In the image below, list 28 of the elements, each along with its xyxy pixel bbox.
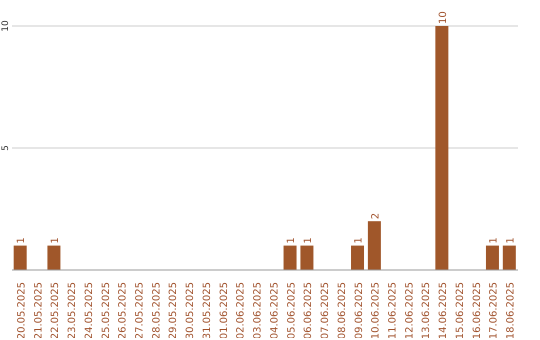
x-tick-label: 11.06.2025 [388, 282, 398, 340]
x-tick-label: 17.06.2025 [488, 282, 500, 340]
bar [435, 26, 448, 270]
y-tick-label: 5 [1, 145, 11, 151]
bar [351, 246, 364, 270]
bar [368, 221, 381, 270]
data-label: 1 [16, 237, 28, 244]
bar [284, 246, 297, 270]
data-label: 1 [286, 237, 298, 244]
bar [300, 246, 314, 270]
data-label: 1 [302, 237, 314, 244]
data-label: 1 [50, 237, 61, 244]
data-label: 1 [488, 237, 500, 244]
data-label: 2 [370, 212, 382, 220]
x-tick-label: 14.06.2025 [438, 282, 450, 340]
x-tick-label: 16.06.2025 [472, 282, 483, 340]
bar [47, 246, 60, 270]
x-tick-label: 12.06.2025 [404, 282, 416, 340]
x-tick-label: 10.06.2025 [370, 282, 382, 340]
x-tick-label: 13.06.2025 [421, 282, 432, 340]
x-tick-label: 18.06.2025 [506, 282, 517, 340]
data-label: 1 [505, 237, 516, 244]
data-label: 1 [354, 237, 365, 244]
bar [486, 246, 499, 270]
bar [502, 246, 516, 270]
bar [14, 246, 27, 270]
data-label: 10 [438, 11, 449, 24]
x-tick-label: 15.06.2025 [454, 282, 466, 340]
